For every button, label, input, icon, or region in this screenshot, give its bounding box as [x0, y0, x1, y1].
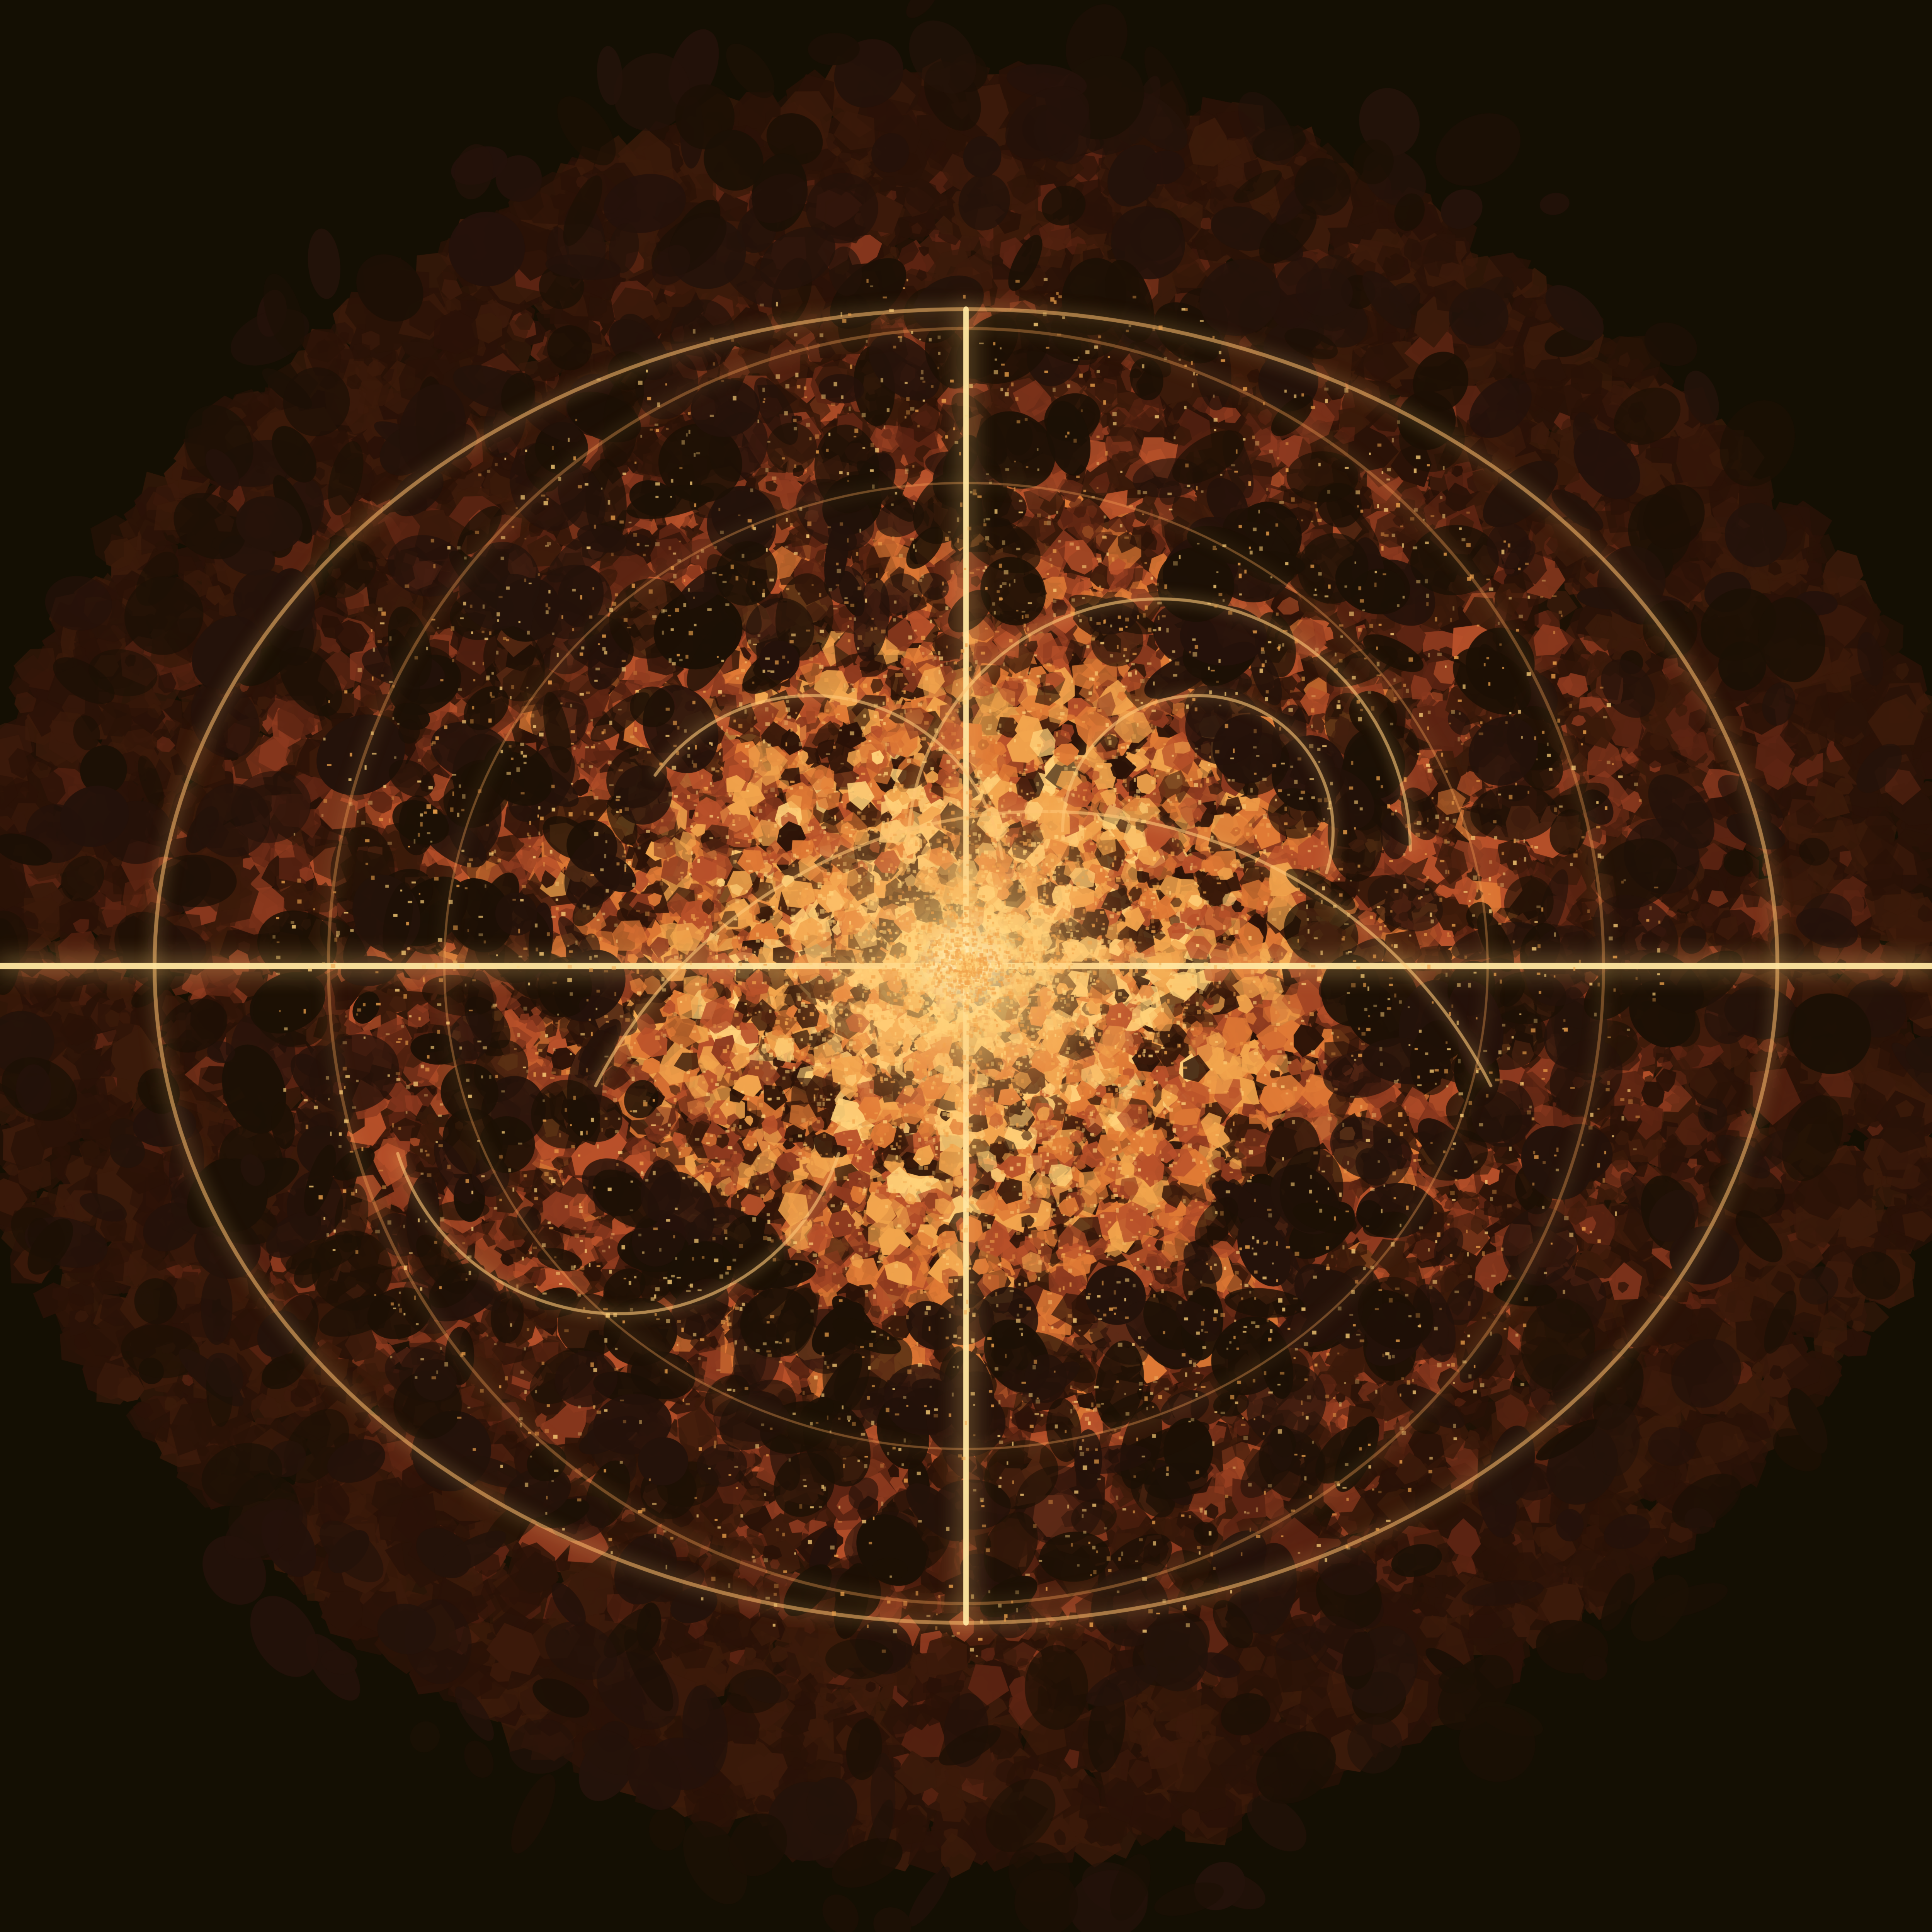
fractal-ember-artwork — [0, 0, 1932, 1932]
